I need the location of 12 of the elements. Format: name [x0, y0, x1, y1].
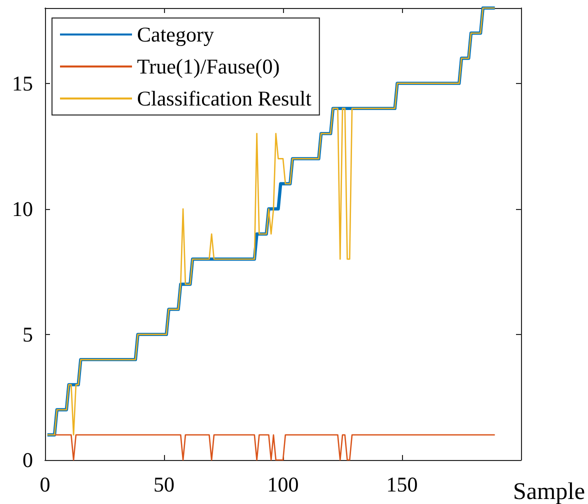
- y-tick-label: 0: [22, 448, 33, 472]
- x-tick-label: 100: [267, 472, 299, 496]
- legend-label: True(1)/Fause(0): [137, 54, 280, 78]
- y-tick-label: 15: [12, 71, 33, 96]
- legend-label: Classification Result: [137, 86, 312, 110]
- x-tick-label: 150: [386, 472, 418, 496]
- x-tick-label: 0: [40, 472, 50, 496]
- y-tick-label: 5: [22, 322, 33, 346]
- legend-label: Category: [137, 22, 214, 46]
- x-tick-label: 50: [154, 472, 175, 496]
- y-tick-label: 10: [12, 196, 33, 221]
- x-axis-title: Sample: [513, 479, 586, 504]
